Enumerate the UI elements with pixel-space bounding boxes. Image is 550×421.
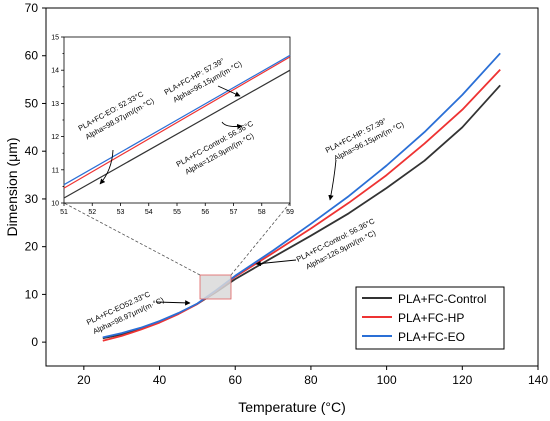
y-tick-label-6: 60 bbox=[25, 49, 39, 63]
zoom-region-box bbox=[199, 274, 232, 300]
inset-x-tick-label-7: 58 bbox=[258, 209, 266, 216]
legend-label-eo: PLA+FC-EO bbox=[398, 330, 465, 344]
inset-x-tick-label-1: 52 bbox=[88, 209, 96, 216]
x-tick-label-6: 140 bbox=[528, 373, 548, 387]
x-tick-label-4: 100 bbox=[377, 373, 397, 387]
y-tick-label-0: 0 bbox=[31, 335, 38, 349]
legend-label-hp: PLA+FC-HP bbox=[398, 311, 464, 325]
main-arrow-eo bbox=[155, 300, 191, 306]
main-arrow-hp bbox=[328, 159, 337, 201]
main-series-lines bbox=[102, 52, 501, 342]
inset-series-line-pla-fc-eo bbox=[63, 54, 291, 186]
x-tick-label-0: 20 bbox=[77, 373, 91, 387]
x-tick-label-2: 60 bbox=[229, 373, 243, 387]
inset-y-tick-label-10: 15 bbox=[51, 35, 59, 42]
inset-x-tick-label-2: 53 bbox=[117, 209, 125, 216]
y-tick-label-3: 30 bbox=[25, 192, 39, 206]
inset-y-tick-label-0: 10 bbox=[51, 201, 59, 208]
inset-y-tick-label-2: 11 bbox=[52, 167, 59, 174]
main-axis-ticks: 20 40 60 80 100 120 140 0 10 20 30 40 50 60 70 bbox=[25, 1, 549, 387]
inset-y-tick-label-4: 12 bbox=[51, 134, 59, 141]
inset-arrow-eo bbox=[99, 149, 114, 185]
inset-series-lines bbox=[63, 54, 291, 199]
x-axis-title: Temperature (°C) bbox=[238, 399, 346, 415]
main-arrow-control bbox=[255, 259, 297, 267]
y-tick-label-4: 40 bbox=[25, 144, 39, 158]
inset-x-tick-label-3: 54 bbox=[145, 209, 153, 216]
y-tick-label-7: 70 bbox=[25, 1, 39, 15]
y-tick-label-1: 10 bbox=[25, 287, 39, 301]
inset-x-tick-label-0: 51 bbox=[60, 209, 68, 216]
y-tick-label-2: 20 bbox=[25, 240, 39, 254]
inset-x-tick-label-4: 55 bbox=[173, 209, 181, 216]
inset-axis-ticks: 51 52 53 54 55 56 57 58 59 10 11 12 13 14 15 bbox=[51, 35, 294, 217]
inset-series-line-pla-fc-hp bbox=[63, 56, 291, 189]
inset-y-tick-label-6: 13 bbox=[51, 101, 59, 108]
y-axis-title: Dimension (μm) bbox=[4, 137, 20, 236]
zoom-connector-right bbox=[230, 202, 291, 276]
inset-arrow-hp bbox=[217, 85, 241, 97]
series-line-pla-fc-eo bbox=[102, 52, 501, 339]
x-tick-label-1: 40 bbox=[153, 373, 167, 387]
inset-y-tick-label-8: 14 bbox=[51, 68, 59, 75]
inset-arrow-control bbox=[221, 121, 243, 130]
inset-x-tick-label-5: 56 bbox=[201, 209, 209, 216]
x-tick-label-5: 120 bbox=[452, 373, 472, 387]
inset-series-line-pla-fc-control bbox=[63, 69, 291, 199]
legend-label-control: PLA+FC-Control bbox=[398, 292, 486, 306]
zoom-connector-left bbox=[63, 202, 201, 276]
x-tick-label-3: 80 bbox=[304, 373, 318, 387]
inset-x-tick-label-8: 59 bbox=[286, 209, 294, 216]
y-tick-label-5: 50 bbox=[25, 96, 39, 110]
inset-x-tick-label-6: 57 bbox=[230, 209, 238, 216]
legend: PLA+FC-Control PLA+FC-HP PLA+FC-EO bbox=[355, 286, 505, 350]
